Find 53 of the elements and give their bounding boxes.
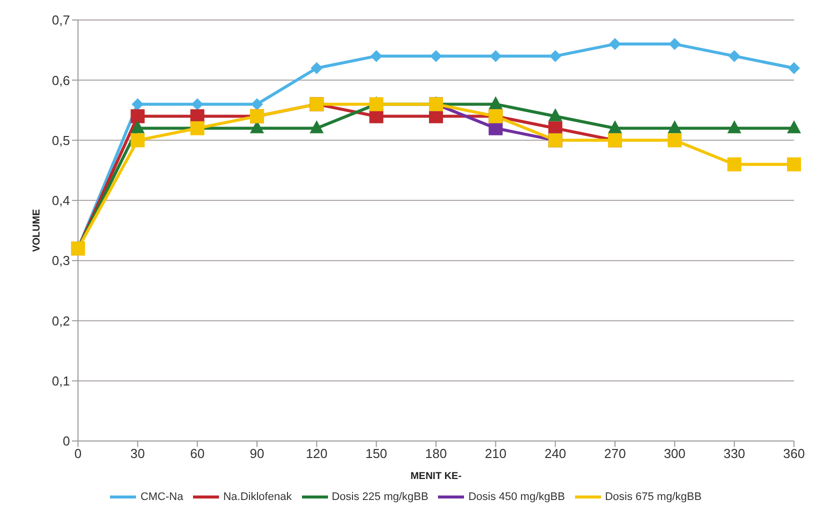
- point: [728, 50, 740, 62]
- point: [370, 50, 382, 62]
- point: [727, 120, 742, 134]
- point: [668, 120, 682, 134]
- legend-label: Na.Diklofenak: [223, 491, 292, 503]
- point: [787, 157, 801, 172]
- point: [788, 62, 800, 74]
- point: [787, 120, 801, 134]
- point: [310, 120, 324, 134]
- point: [490, 50, 502, 62]
- x-tick-label: 210: [484, 446, 507, 462]
- y-tick-label: 0,7: [52, 12, 70, 28]
- point: [251, 98, 263, 110]
- legend-label: Dosis 225 mg/kgBB: [332, 491, 428, 503]
- x-tick-label: 240: [544, 446, 566, 462]
- x-tick-label: 30: [130, 446, 145, 462]
- y-tick-label: 0: [62, 434, 70, 449]
- point: [130, 120, 145, 134]
- point: [310, 62, 323, 74]
- point: [668, 38, 681, 50]
- point: [549, 50, 562, 62]
- point: [132, 98, 144, 110]
- point: [130, 133, 145, 148]
- x-tick-label: 300: [664, 446, 686, 462]
- y-tick-label: 0,5: [52, 132, 70, 148]
- y-tick-label: 0,4: [52, 193, 70, 208]
- y-tick-label: 0,3: [52, 253, 70, 268]
- x-tick-label: 360: [783, 446, 805, 462]
- y-tick-label: 0,6: [52, 72, 70, 88]
- x-tick-label: 150: [365, 446, 388, 462]
- legend-label: Dosis 675 mg/kgBB: [604, 491, 702, 503]
- point: [668, 133, 682, 148]
- y-tick-label: 0,1: [52, 373, 70, 388]
- x-axis-title: MENIT KE-: [410, 471, 462, 482]
- y-axis-title: VOLUME: [32, 208, 43, 252]
- point: [609, 38, 621, 50]
- point: [488, 96, 503, 110]
- x-tick-label: 180: [425, 446, 447, 462]
- point: [608, 120, 622, 134]
- legend-label: CMC-Na: [140, 491, 184, 503]
- x-tick-label: 0: [74, 446, 82, 462]
- point: [548, 108, 562, 122]
- point: [191, 98, 204, 110]
- x-tick-label: 270: [604, 446, 626, 462]
- legend-label: Dosis 450 mg/kgBB: [468, 491, 565, 503]
- x-tick-label: 330: [723, 446, 746, 462]
- y-tick-label: 0,2: [52, 313, 70, 328]
- point: [430, 50, 442, 62]
- point: [130, 109, 145, 124]
- x-tick-label: 60: [190, 446, 205, 462]
- point: [727, 157, 742, 172]
- x-tick-label: 120: [306, 446, 328, 462]
- x-tick-label: 90: [250, 446, 264, 462]
